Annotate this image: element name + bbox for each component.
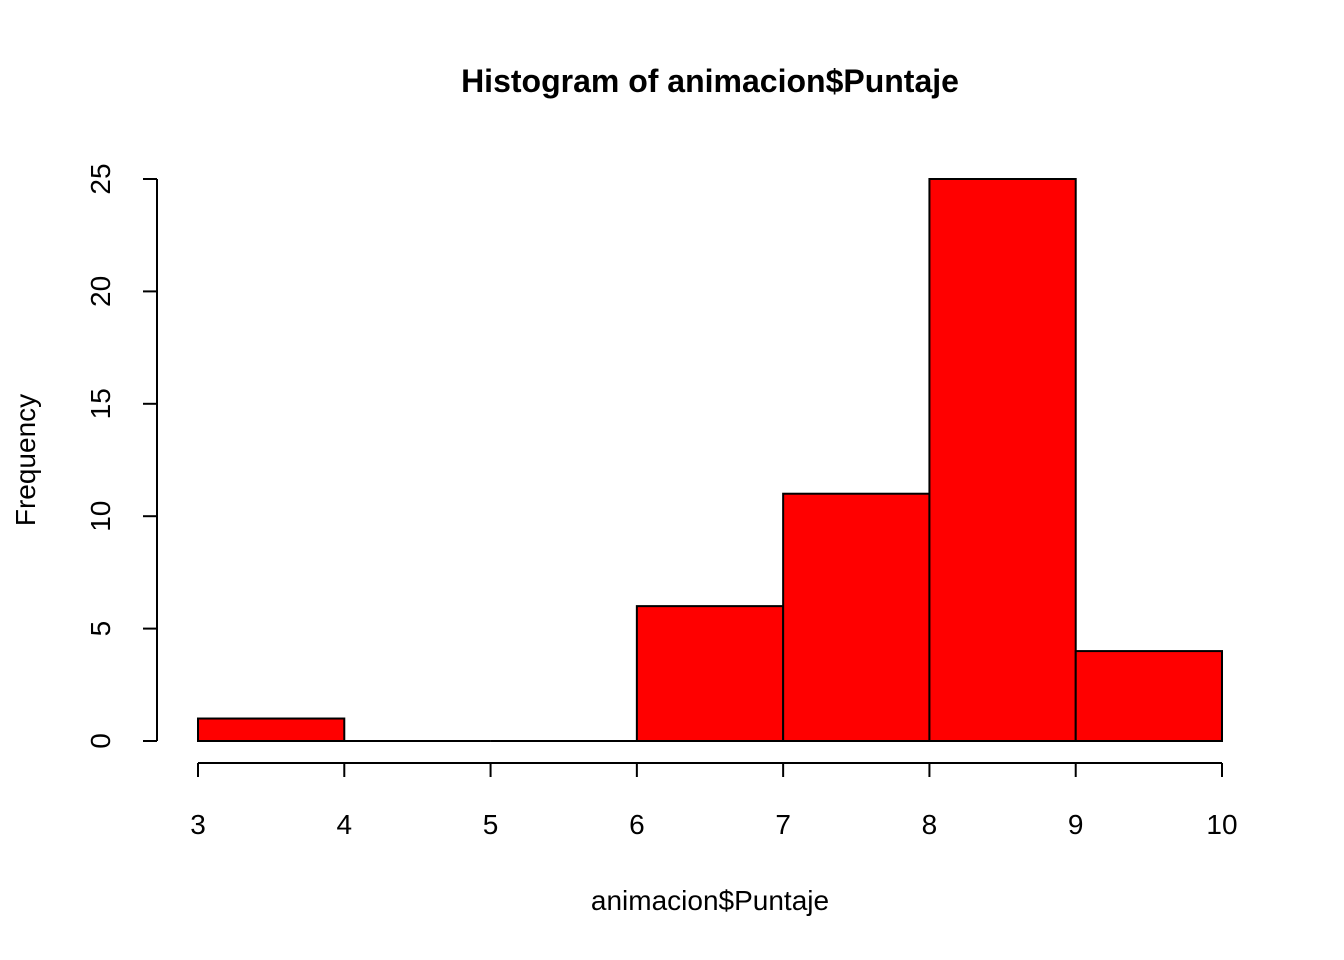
- y-axis: 0 5 10 15 20 25: [85, 163, 158, 749]
- y-tick-label: 15: [85, 388, 116, 419]
- histogram-bar-3: [635, 605, 785, 742]
- x-tick-label: 5: [483, 809, 499, 840]
- histogram-bar-4: [782, 492, 931, 742]
- x-tick-label: 9: [1068, 809, 1084, 840]
- chart-title: Histogram of animacion$Puntaje: [461, 63, 959, 99]
- x-tick-label: 7: [775, 809, 791, 840]
- y-tick-label: 0: [85, 733, 116, 749]
- histogram-bar-6: [1074, 650, 1223, 743]
- x-tick-label: 6: [629, 809, 645, 840]
- x-tick-label: 8: [922, 809, 938, 840]
- histogram-bar-5: [928, 178, 1077, 742]
- x-axis-label: animacion$Puntaje: [591, 885, 829, 916]
- y-tick-label: 10: [85, 501, 116, 532]
- y-tick-label: 25: [85, 163, 116, 194]
- histogram-bar-0: [197, 717, 346, 743]
- x-tick-label: 4: [336, 809, 352, 840]
- y-tick-label: 20: [85, 276, 116, 307]
- x-tick-label: 10: [1206, 809, 1237, 840]
- y-tick-label: 5: [85, 621, 116, 637]
- bars-group: [197, 178, 1223, 743]
- x-tick-label: 3: [190, 809, 206, 840]
- y-axis-label: Frequency: [10, 394, 41, 526]
- x-axis: 3 4 5 6 7 8 9 10: [190, 762, 1238, 840]
